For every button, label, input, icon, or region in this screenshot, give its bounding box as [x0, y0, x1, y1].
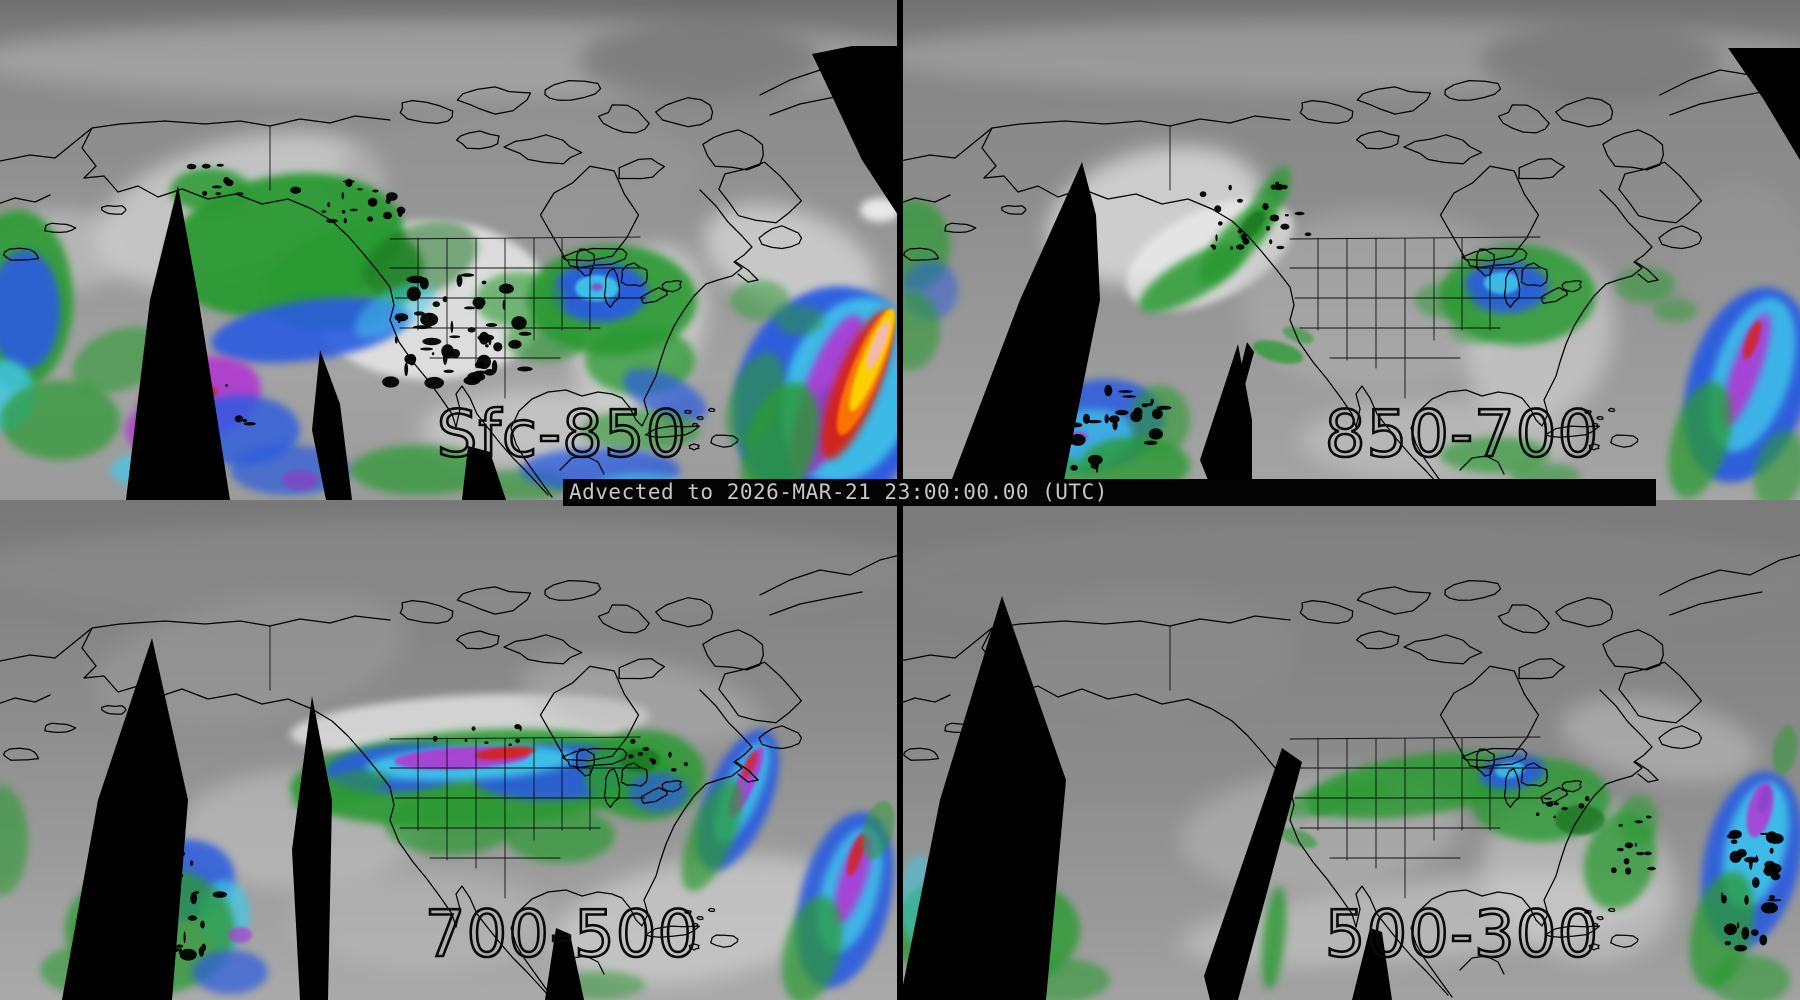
satellite-map-sfc-850 — [0, 0, 900, 500]
panel-label-overlay: 850-700 — [1323, 397, 1599, 474]
no-data-wedge-layer — [126, 46, 900, 500]
no-data-wedge-layer — [944, 48, 1800, 500]
satellite-map-850-700 — [900, 0, 1800, 500]
panel-500-300: 500-300 — [900, 500, 1800, 1000]
map-art — [900, 500, 1800, 1000]
panel-850-700: 850-700 — [900, 0, 1800, 500]
panel-sfc-850: Sfc-850 — [0, 0, 900, 500]
map-art — [900, 0, 1800, 500]
satellite-map-700-500 — [0, 500, 900, 1000]
panel-label: 500-300 — [1325, 898, 1599, 972]
no-data-wedge-layer — [900, 596, 1392, 1000]
no-data-wedge-layer — [62, 638, 584, 1000]
time-status-text: Advected to 2026-MAR-21 23:00:00.00 (UTC… — [569, 480, 1108, 504]
panel-label: 850-700 — [1325, 398, 1599, 472]
map-art — [0, 0, 900, 500]
panel-label-overlay: Sfc-850 — [435, 397, 688, 474]
panel-label-overlay: 500-300 — [1323, 897, 1599, 974]
time-status-bar: Advected to 2026-MAR-21 23:00:00.00 (UTC… — [563, 479, 1656, 506]
panel-label-overlay: 700-500 — [423, 897, 699, 974]
terrain-speckle-layer — [144, 163, 533, 446]
panel-700-500: 700-500 — [0, 500, 900, 1000]
panel-label: Sfc-850 — [437, 398, 688, 472]
satellite-map-500-300 — [900, 500, 1800, 1000]
panel-label: 700-500 — [425, 898, 699, 972]
map-art — [0, 500, 900, 1000]
